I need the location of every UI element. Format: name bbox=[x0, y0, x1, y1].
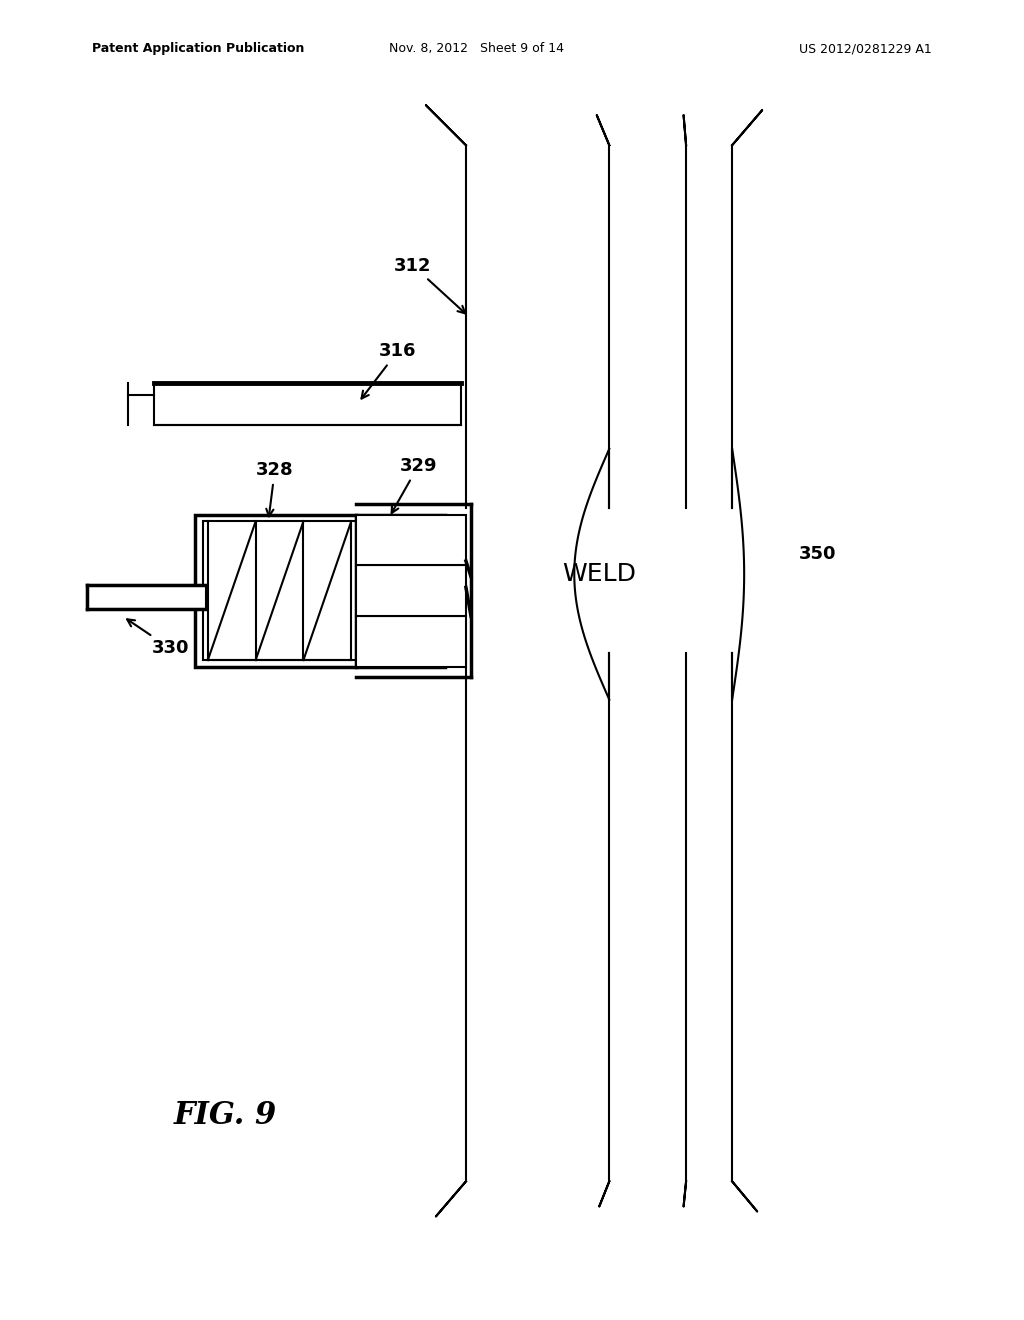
Text: 329: 329 bbox=[391, 457, 437, 513]
Text: US 2012/0281229 A1: US 2012/0281229 A1 bbox=[799, 42, 932, 55]
Text: 331: 331 bbox=[389, 610, 428, 653]
Bar bbox=[154, 383, 461, 425]
Text: Nov. 8, 2012   Sheet 9 of 14: Nov. 8, 2012 Sheet 9 of 14 bbox=[389, 42, 564, 55]
Bar bbox=[356, 565, 466, 616]
Text: FIG. 9: FIG. 9 bbox=[174, 1100, 276, 1131]
Text: 330: 330 bbox=[127, 619, 189, 657]
Text: Patent Application Publication: Patent Application Publication bbox=[92, 42, 304, 55]
Text: 328: 328 bbox=[256, 461, 294, 516]
Bar bbox=[356, 616, 466, 667]
Bar bbox=[195, 515, 445, 667]
Text: 312: 312 bbox=[394, 256, 465, 313]
Text: 335: 335 bbox=[389, 590, 427, 635]
Bar bbox=[87, 585, 206, 609]
Text: 316: 316 bbox=[361, 342, 417, 399]
Text: 350: 350 bbox=[799, 545, 837, 564]
Bar bbox=[203, 521, 437, 660]
Text: WELD: WELD bbox=[562, 562, 636, 586]
Bar bbox=[356, 515, 466, 565]
